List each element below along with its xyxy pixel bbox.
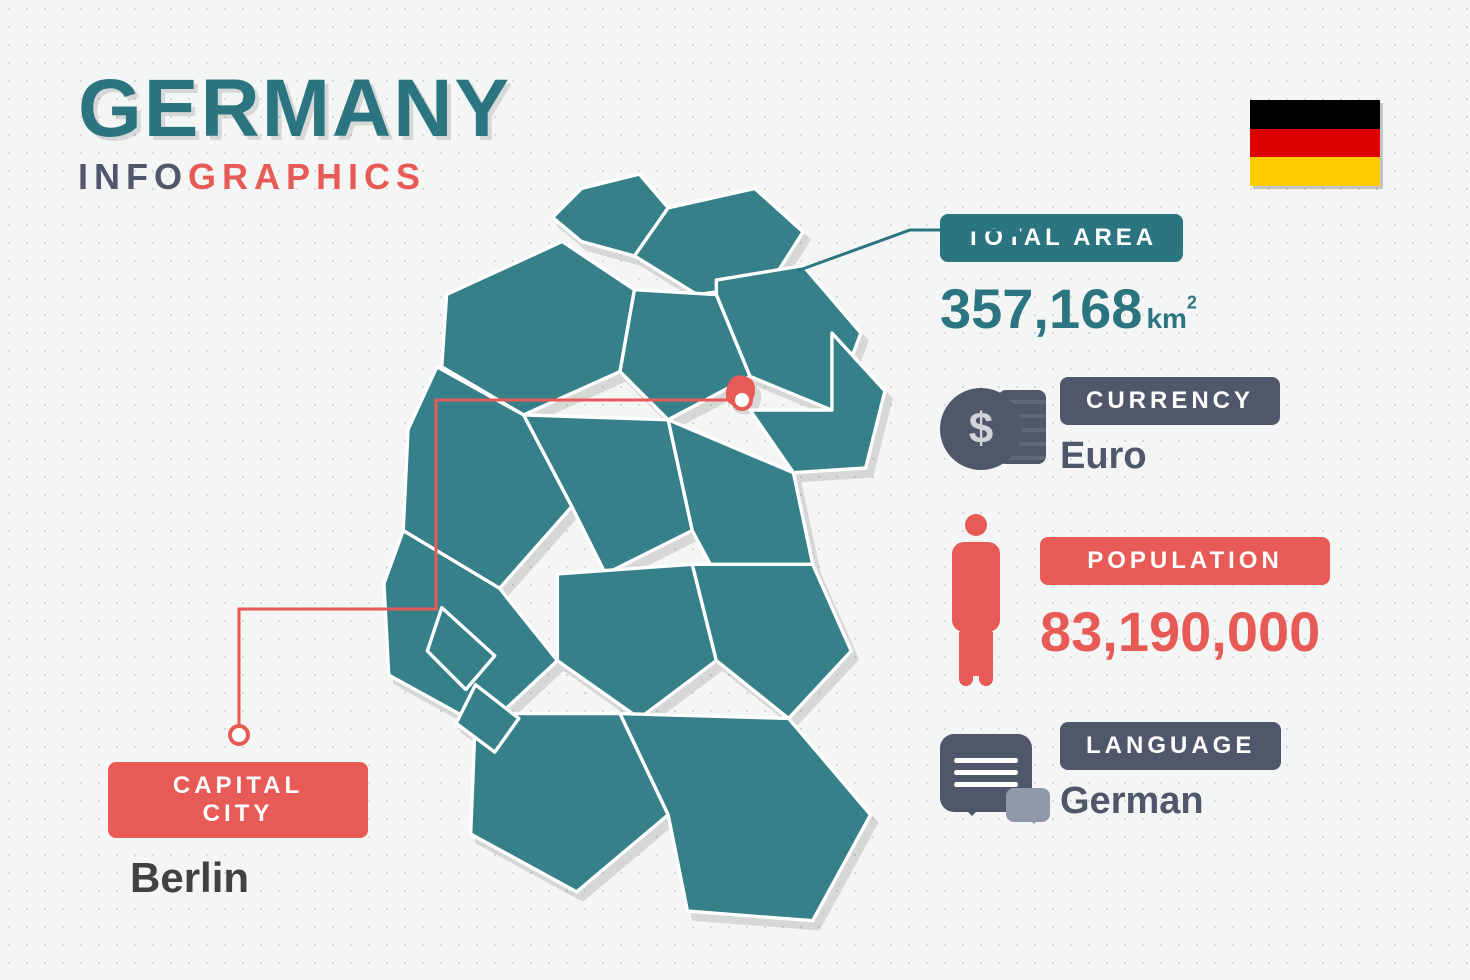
germany-map (340, 150, 900, 940)
population-value: 83,190,000 (1040, 599, 1380, 664)
language-value: German (1060, 780, 1380, 823)
chat-bubbles-icon (940, 734, 1032, 812)
coin-stack-icon: $ (940, 382, 1032, 474)
area-number: 357,168 (940, 277, 1142, 340)
info-sidebar: TOTAL AREA 357,168km2 $ CURRENCY Euro PO… (940, 100, 1380, 859)
area-unit: km (1146, 303, 1186, 334)
subtitle-part-1: INFO (78, 156, 188, 197)
language-label: LANGUAGE (1060, 722, 1281, 770)
country-title: GERMANY (78, 72, 511, 146)
area-unit-power: 2 (1187, 292, 1197, 312)
capital-value: Berlin (108, 854, 368, 902)
currency-label: CURRENCY (1060, 377, 1280, 425)
language-block: LANGUAGE German (940, 722, 1380, 823)
currency-block: $ CURRENCY Euro (940, 377, 1380, 478)
population-block: POPULATION 83,190,000 (940, 514, 1380, 686)
total-area-value: 357,168km2 (940, 276, 1380, 341)
currency-value: Euro (1060, 435, 1380, 478)
total-area-label: TOTAL AREA (940, 214, 1183, 262)
person-icon (940, 514, 1012, 686)
total-area-block: TOTAL AREA 357,168km2 (940, 214, 1380, 341)
capital-label: CAPITAL CITY (108, 762, 368, 838)
capital-city-block: CAPITAL CITY Berlin (108, 762, 368, 902)
population-label: POPULATION (1040, 537, 1330, 585)
germany-flag-icon (1250, 100, 1380, 186)
